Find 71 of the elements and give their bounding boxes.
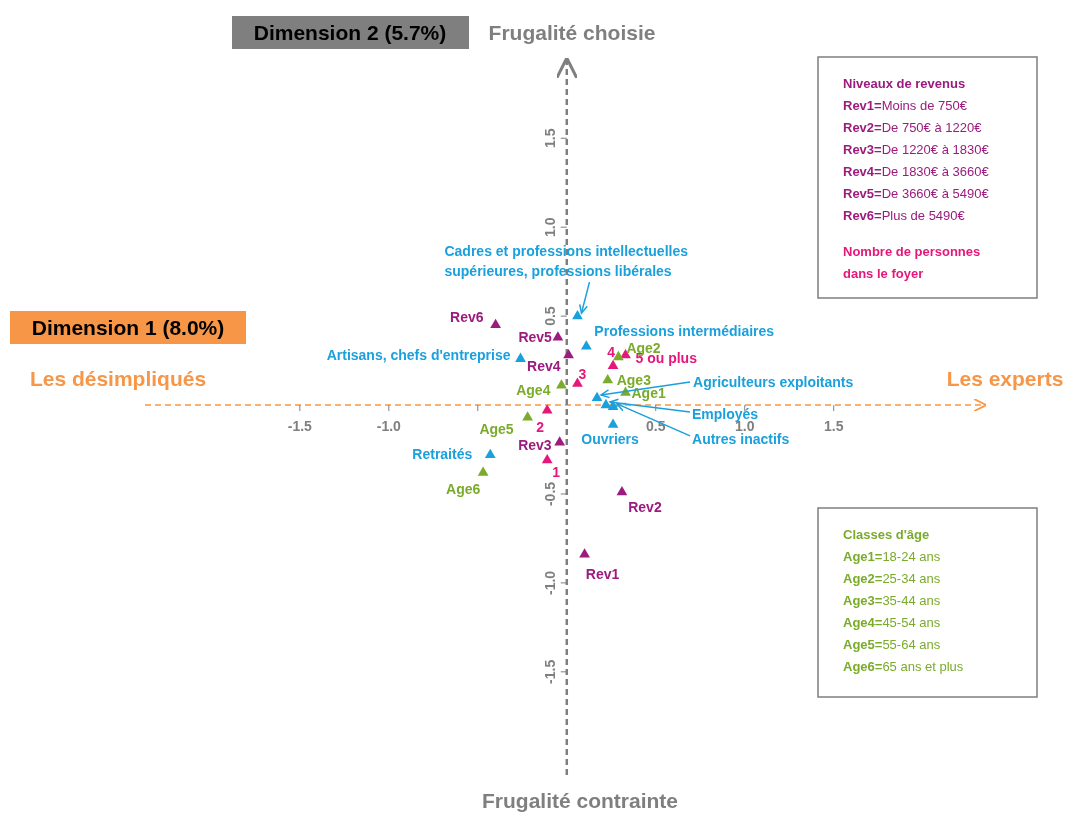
point xyxy=(522,411,533,421)
text: Frugalité contrainte xyxy=(481,789,679,812)
point xyxy=(591,391,603,402)
annotation: Age6=65 ans et plus xyxy=(843,659,964,674)
annotation: Age3=35-44 ans xyxy=(843,593,941,608)
point xyxy=(602,373,614,384)
point xyxy=(607,418,619,428)
annotation: Rev2=De 750€ à 1220€ xyxy=(843,120,983,135)
series-label: Ouvriers xyxy=(581,430,640,447)
text: Cadres et professions intellectuelles supérieures, professions libérales xyxy=(444,243,689,280)
series-label: Age4 xyxy=(516,382,551,399)
series-label: 3 xyxy=(578,365,587,382)
point xyxy=(477,466,489,476)
annotation: Age1=18-24 ans xyxy=(843,549,941,564)
series-label: Rev2 xyxy=(628,499,662,516)
annotation: Rev1=Moins de 750€ xyxy=(843,98,968,113)
point xyxy=(579,548,590,558)
annotation: Rev6=Plus de 5490€ xyxy=(843,208,966,223)
series-label: 1 xyxy=(552,464,561,481)
point xyxy=(515,352,526,362)
annotation: Age4=45-54 ans xyxy=(843,615,941,630)
y-tick-label: -0.5 xyxy=(541,481,558,507)
y-axis-title: Dimension 2 (5.7%) xyxy=(253,21,447,44)
series-label: Rev6 xyxy=(450,309,484,326)
series-label: 4 xyxy=(607,343,616,360)
annotation: Les désimpliqués xyxy=(29,367,207,390)
series-label: Artisans, chefs d'entreprise xyxy=(326,346,511,363)
point xyxy=(563,349,574,359)
point xyxy=(541,453,553,464)
annotation: Rev3=De 1220€ à 1830€ xyxy=(843,142,990,157)
annotation: Les experts xyxy=(946,367,1064,390)
series-label: Rev3 xyxy=(518,437,552,454)
annotation: Niveaux de revenus xyxy=(843,76,966,91)
point xyxy=(484,448,496,458)
annotation: Age5=55-64 ans xyxy=(843,637,941,652)
point xyxy=(580,340,592,350)
annotation: Nombre de personnes dans le foyer xyxy=(843,244,981,281)
legend-label: Professions intermédiaires xyxy=(594,323,775,340)
point xyxy=(556,379,567,389)
point xyxy=(607,359,619,370)
series-label: Rev4 xyxy=(527,358,561,375)
series-label: 2 xyxy=(536,419,545,436)
x-axis-title: Dimension 1 (8.0%) xyxy=(31,316,225,339)
point xyxy=(554,436,566,446)
point xyxy=(490,318,501,329)
x-tick-label: -1.5 xyxy=(287,418,313,435)
series-label: Rev1 xyxy=(585,566,620,583)
annotation: Rev5=De 3660€ à 5490€ xyxy=(843,186,990,201)
annotation: Rev4=De 1830€ à 3660€ xyxy=(843,164,990,179)
series-label: Age6 xyxy=(446,480,481,497)
point xyxy=(552,331,564,341)
text: Autres inactifs xyxy=(692,430,790,447)
text: Frugalité choisie xyxy=(488,21,656,44)
annotation: Classes d'âge xyxy=(843,527,930,542)
series-label: Age5 xyxy=(479,420,514,437)
x-tick-label: 1.5 xyxy=(823,418,844,435)
y-tick-label: -1.0 xyxy=(541,570,558,595)
annotation: Age2=25-34 ans xyxy=(843,571,941,586)
series-label: Retraités xyxy=(412,445,473,462)
point xyxy=(616,486,628,496)
y-tick-label: -1.5 xyxy=(541,659,558,684)
point xyxy=(541,404,553,414)
text: Agriculteurs exploitants xyxy=(693,373,854,390)
x-tick-label: 0.5 xyxy=(646,418,666,435)
y-tick-label: 1.5 xyxy=(541,128,558,148)
x-tick-label: -1.0 xyxy=(376,418,402,435)
y-tick-label: 0.5 xyxy=(541,306,558,326)
point xyxy=(572,309,583,320)
y-tick-label: 1.0 xyxy=(541,217,558,237)
series-label: Rev5 xyxy=(518,329,553,346)
point xyxy=(572,377,583,387)
